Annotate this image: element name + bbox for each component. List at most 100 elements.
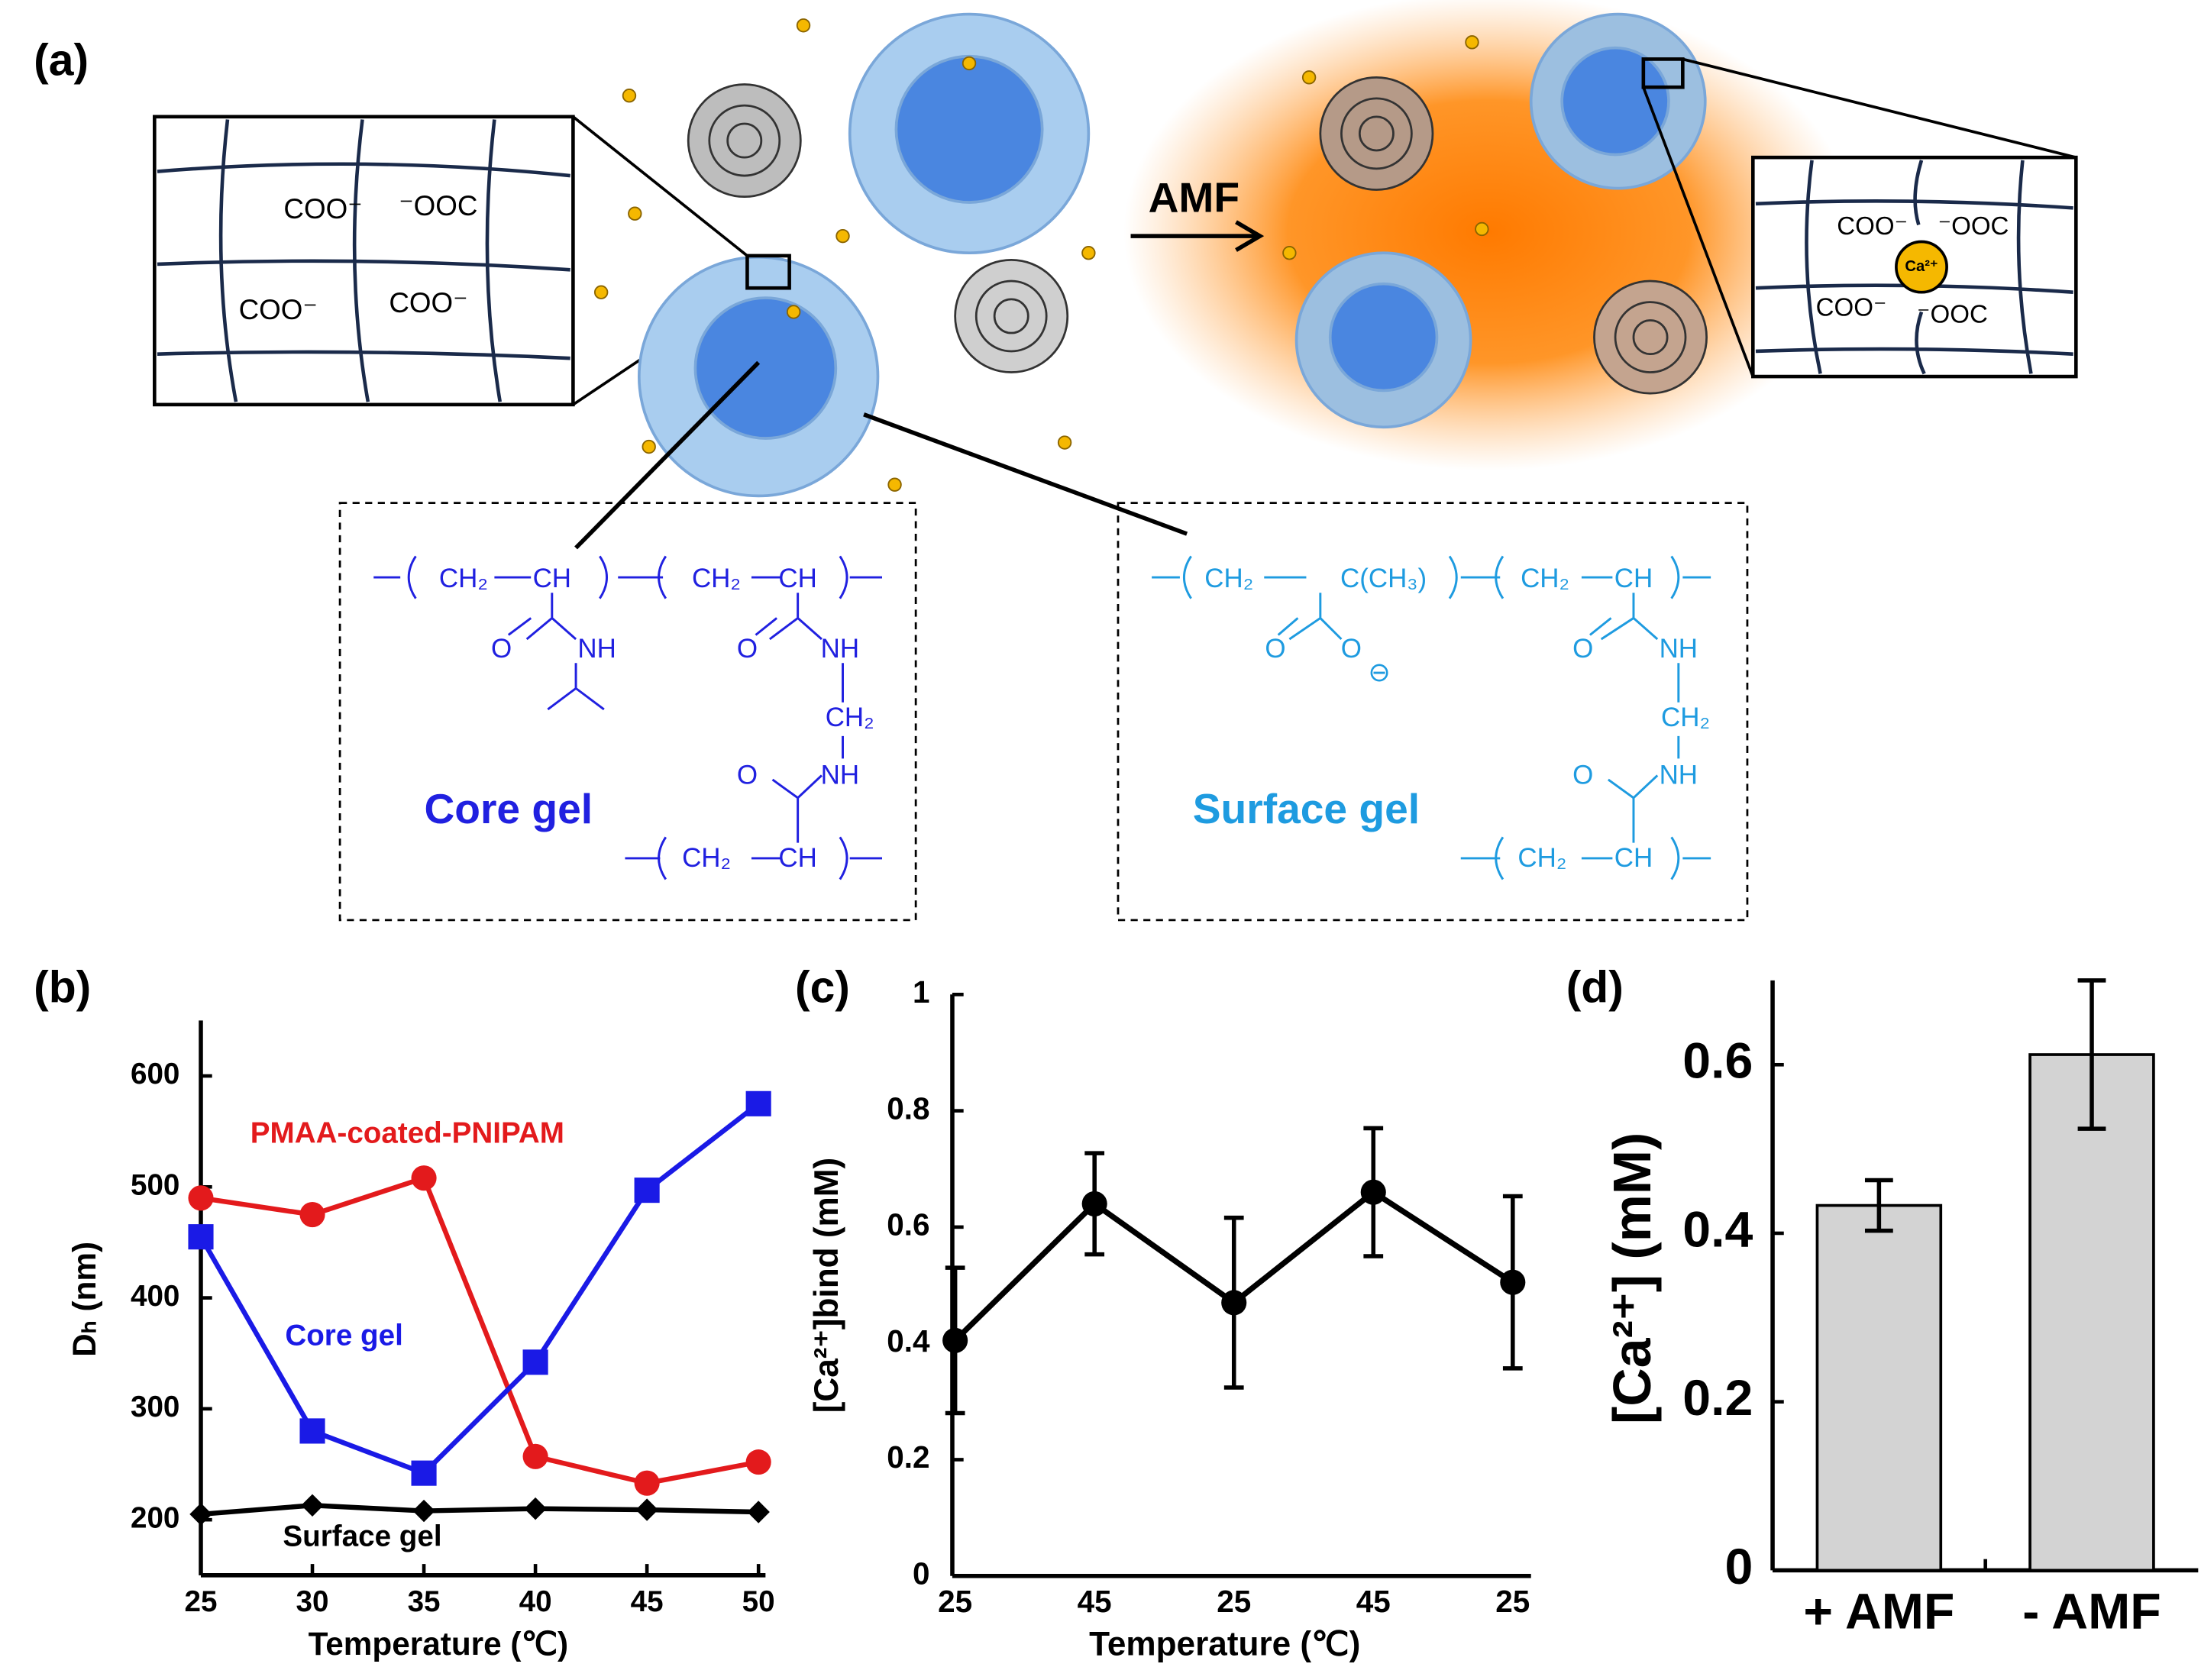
panel-label: (c) [795, 962, 850, 1012]
marker [634, 1178, 660, 1203]
chem-group: CH₂ [1204, 564, 1253, 593]
chem-group: CH [1614, 564, 1653, 593]
zoom-square [745, 254, 791, 290]
x-tick-label: 25 [185, 1585, 218, 1618]
chem-group: CH [778, 843, 816, 873]
arrow-head [1235, 220, 1265, 252]
y-axis-label: Dₕ (nm) [66, 1242, 102, 1357]
y-tick-label: 300 [131, 1391, 179, 1423]
chem-group: NH [577, 634, 616, 664]
marker [1500, 1269, 1526, 1295]
marker [635, 1498, 658, 1521]
network-label: ⁻OOC [1938, 212, 2009, 241]
chem-group: CH₂ [1661, 703, 1710, 732]
y-axis-label: [Ca²⁺]bind (mM) [808, 1158, 845, 1413]
y-axis-label: [Ca²⁺] (mM) [1602, 1132, 1662, 1424]
x-tick-label: 25 [1217, 1584, 1251, 1619]
marker [1081, 1191, 1107, 1216]
error-bar [1864, 1178, 1893, 1233]
y-tick-label: 0 [913, 1556, 930, 1591]
marker [411, 1165, 437, 1191]
panel-label: (b) [34, 962, 91, 1012]
panel-label: (a) [34, 35, 89, 85]
y-tick-label: 600 [131, 1058, 179, 1090]
network-label: COO⁻ [283, 193, 362, 225]
network-box [153, 115, 575, 407]
connector [863, 412, 1188, 536]
chem-group: NH [821, 760, 859, 790]
ca-ion [1895, 240, 1948, 294]
bar [2028, 1053, 2155, 1572]
marker [188, 1224, 214, 1250]
series-line [199, 1101, 761, 1476]
core-bonds [373, 555, 883, 880]
panel-a-text: (a) (b) (c) (d) AMF COO⁻ ⁻OOC COO⁻ COO⁻ … [34, 35, 2009, 1012]
marker [188, 1185, 214, 1211]
nanoparticles [687, 76, 1708, 395]
panel-label: (d) [1566, 962, 1624, 1012]
network-label: COO⁻ [1816, 294, 1887, 322]
x-tick-label: 25 [938, 1584, 972, 1619]
series-label: Surface gel [283, 1520, 441, 1552]
arrow-label: AMF [1149, 174, 1239, 221]
network-label: ⁻OOC [399, 190, 477, 221]
x-tick-label: 45 [1356, 1584, 1391, 1619]
y-tick-label: 200 [131, 1501, 179, 1534]
marker [942, 1327, 968, 1353]
series-label: Core gel [285, 1319, 402, 1352]
ion-label: Ca²⁺ [1905, 258, 1938, 275]
marker [411, 1460, 437, 1486]
y-tick-label: 0.8 [887, 1090, 929, 1126]
chem-group: CH₂ [826, 703, 874, 732]
network-label: COO⁻ [389, 287, 467, 318]
marker [299, 1418, 325, 1444]
network-label: COO⁻ [1837, 212, 1908, 241]
marker [522, 1349, 548, 1375]
error-bar [2077, 978, 2106, 1131]
series-line [200, 1503, 759, 1517]
zoom-line [1642, 86, 1755, 377]
y-tick-label: 0.4 [887, 1323, 930, 1359]
y-tick-label: 0.2 [887, 1439, 929, 1475]
x-tick-label: 45 [1078, 1584, 1112, 1619]
x-axis-label: Temperature (℃) [1089, 1625, 1360, 1662]
core-box [338, 502, 917, 922]
surface-box [1117, 502, 1749, 922]
zoom-line [1682, 57, 2077, 159]
surface-bonds [1152, 555, 1711, 880]
x-tick-label: + AMF [1803, 1584, 1954, 1640]
x-tick-label: 25 [1495, 1584, 1530, 1619]
gels [637, 12, 1707, 498]
marker [634, 1470, 660, 1496]
chem-group: O [1265, 634, 1285, 664]
y-tick-label: 500 [131, 1168, 179, 1201]
marker [189, 1503, 212, 1526]
chem-group: O [1572, 634, 1593, 664]
y-tick-label: 0.4 [1682, 1201, 1753, 1258]
chem-group: CH₂ [692, 564, 741, 593]
y-tick-label: 1 [913, 974, 930, 1010]
chem-group: CH [1614, 843, 1653, 873]
y-tick-label: 400 [131, 1280, 179, 1313]
y-tick-label: 0.6 [1682, 1033, 1753, 1090]
charts: CH₂ CH CH₂ CH O NH O NH CH₂ O NH CH₂ CH CH₂ C(CH₃) CH₂ C… [66, 564, 2199, 1662]
chem-group: O [491, 634, 512, 664]
marker [1221, 1290, 1247, 1316]
x-axis-label: Temperature (℃) [309, 1626, 569, 1662]
chem-group: NH [821, 634, 859, 664]
chem-group: O [737, 760, 758, 790]
marker [745, 1090, 771, 1116]
network-lines [157, 119, 570, 402]
network-label: COO⁻ [239, 294, 318, 325]
marker [524, 1497, 547, 1520]
chem-group: O [1341, 634, 1362, 664]
box-title: Core gel [424, 785, 593, 832]
x-tick-label: 45 [631, 1585, 664, 1618]
marker [522, 1443, 548, 1469]
bar [1815, 1203, 1943, 1572]
y-tick-label: 0.2 [1682, 1370, 1753, 1426]
marker [412, 1499, 435, 1523]
chem-group: CH₂ [439, 564, 488, 593]
x-tick-label: 40 [519, 1585, 552, 1618]
